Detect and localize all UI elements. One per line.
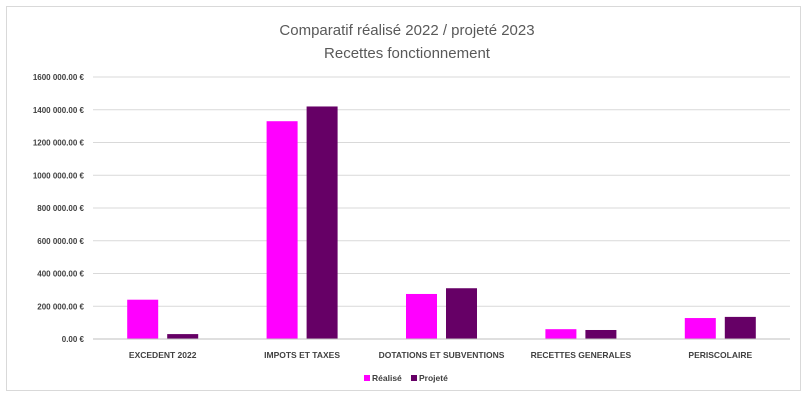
chart-subtitle: Recettes fonctionnement [324, 45, 491, 62]
bar-projet--4 [724, 316, 756, 339]
y-tick-label: 1400 000.00 € [33, 106, 85, 115]
y-tick-label: 0.00 € [62, 335, 85, 344]
bar-projet--2 [446, 288, 477, 339]
y-tick-label: 1200 000.00 € [33, 139, 85, 148]
bar-r-alis--4 [684, 318, 716, 339]
x-axis: EXCEDENT 2022 IMPOTS ET TAXES DOTATIONS ET… [93, 338, 790, 360]
x-category-label: RECETTES GENERALES [531, 350, 632, 360]
legend: Réalisé Projeté [364, 373, 448, 383]
bars [127, 106, 756, 340]
bar-projet--1 [306, 106, 338, 339]
gridlines [93, 76, 790, 340]
bar-r-alis--0 [127, 299, 159, 339]
y-tick-label: 200 000.00 € [37, 302, 84, 311]
legend-swatch [411, 375, 417, 381]
x-category-label: PERISCOLAIRE [688, 350, 752, 360]
x-category-label: DOTATIONS ET SUBVENTIONS [379, 350, 505, 360]
bar-projet--3 [585, 329, 617, 339]
legend-swatch [364, 375, 370, 381]
legend-label: Réalisé [372, 373, 402, 383]
bar-r-alis--2 [406, 293, 437, 339]
y-tick-label: 600 000.00 € [37, 237, 84, 246]
y-tick-label: 1000 000.00 € [33, 171, 85, 180]
chart-title: Comparatif réalisé 2022 / projeté 2023 [279, 22, 534, 39]
bar-r-alis--3 [545, 329, 577, 339]
x-category-label: IMPOTS ET TAXES [264, 350, 340, 360]
x-category-label: EXCEDENT 2022 [129, 350, 197, 360]
bar-projet--0 [167, 334, 199, 339]
bar-r-alis--1 [266, 121, 298, 340]
y-axis: 0.00 € 200 000.00 € 400 000.00 € 600 000.00… [33, 73, 85, 344]
y-tick-label: 1600 000.00 € [33, 73, 85, 82]
legend-label: Projeté [419, 373, 448, 383]
y-tick-label: 400 000.00 € [37, 270, 84, 279]
y-tick-label: 800 000.00 € [37, 204, 84, 213]
